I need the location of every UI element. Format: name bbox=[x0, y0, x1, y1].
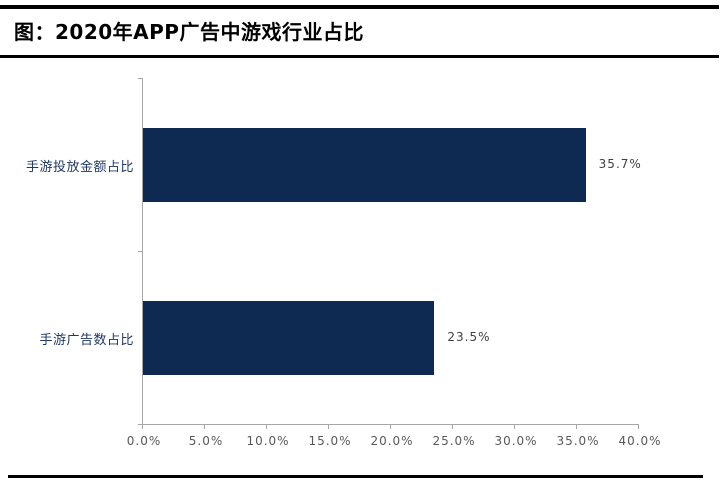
value-axis-tick-label: 40.0% bbox=[618, 434, 662, 448]
value-axis-tick bbox=[204, 425, 205, 429]
value-axis-tick-label: 20.0% bbox=[370, 434, 414, 448]
bar-2 bbox=[143, 300, 435, 375]
category-axis-tick bbox=[138, 251, 142, 252]
figure-title: 图：2020年APP广告中游戏行业占比 bbox=[14, 20, 364, 44]
category-axis-tick bbox=[138, 78, 142, 79]
value-axis-tick-label: 35.0% bbox=[556, 434, 600, 448]
category-label-1: 手游投放金额占比 bbox=[25, 159, 134, 175]
bar-1 bbox=[143, 127, 586, 202]
value-axis-tick-label: 25.0% bbox=[432, 434, 476, 448]
value-axis-tick-label: 0.0% bbox=[126, 434, 162, 448]
bar-chart: 35.7% 23.5% 手游投放金额占比手游广告数占比 0.0% 5.0% 10.0%… bbox=[0, 70, 721, 470]
value-axis-tick-label: 5.0% bbox=[188, 434, 224, 448]
value-axis-tick-label: 15.0% bbox=[308, 434, 352, 448]
value-axis-tick bbox=[328, 425, 329, 429]
value-axis-tick bbox=[452, 425, 453, 429]
value-axis-tick bbox=[576, 425, 577, 429]
bottom-border-rule bbox=[8, 475, 703, 478]
value-axis-tick bbox=[266, 425, 267, 429]
category-axis-tick bbox=[138, 424, 142, 425]
data-label-2: 23.5% bbox=[447, 329, 491, 344]
data-label-1: 35.7% bbox=[598, 156, 642, 171]
category-label-2: 手游广告数占比 bbox=[39, 332, 134, 348]
top-border-rule bbox=[0, 5, 719, 9]
value-axis-tick bbox=[390, 425, 391, 429]
value-axis-tick-label: 30.0% bbox=[494, 434, 538, 448]
value-axis-tick-label: 10.0% bbox=[246, 434, 290, 448]
plot-area: 35.7% 23.5% bbox=[142, 78, 642, 425]
value-axis-tick bbox=[514, 425, 515, 429]
title-divider-rule bbox=[0, 55, 719, 58]
value-axis-tick bbox=[142, 425, 143, 429]
value-axis-tick bbox=[638, 425, 639, 429]
